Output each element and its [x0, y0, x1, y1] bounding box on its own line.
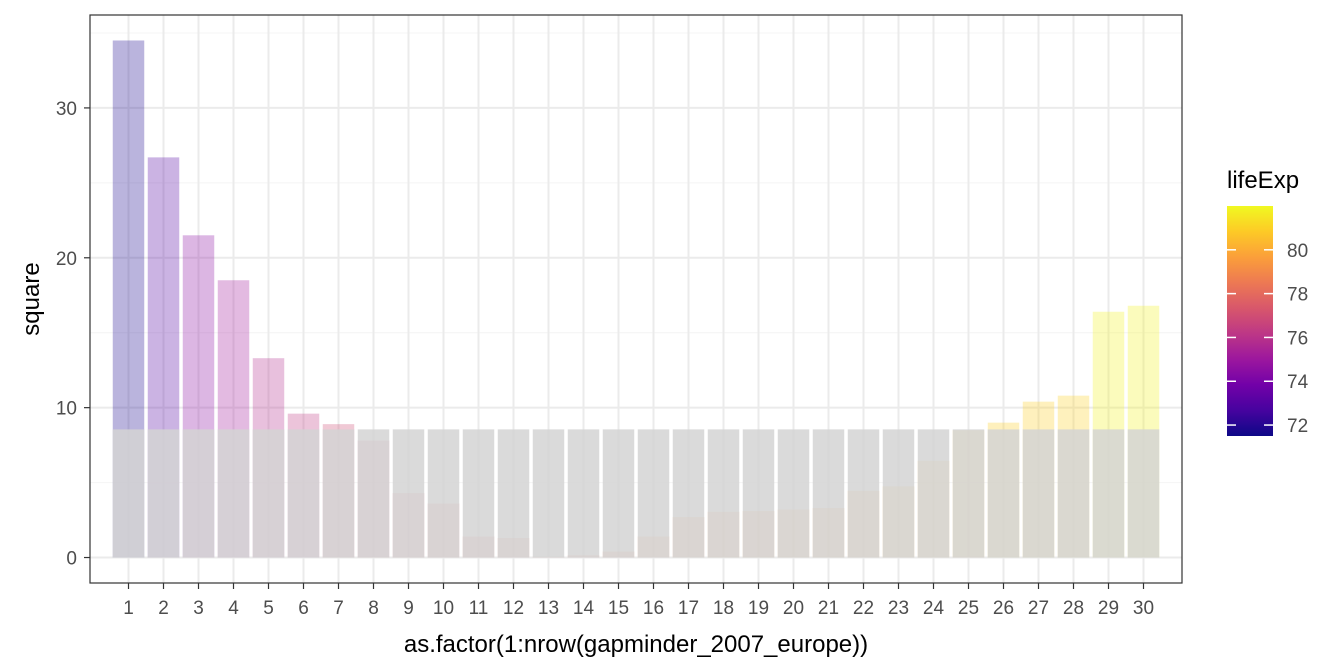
x-tick-label: 15: [608, 598, 629, 619]
legend-tick-label: 76: [1287, 328, 1308, 349]
reference-bar-11: [462, 429, 495, 558]
x-tick-label: 28: [1063, 598, 1084, 619]
x-tick-label: 20: [783, 598, 804, 619]
panel-border: [89, 14, 1183, 584]
x-tick-label: 18: [713, 598, 734, 619]
x-axis-title: as.factor(1:nrow(gapminder_2007_europe)): [404, 631, 868, 658]
reference-bar-23: [882, 429, 915, 558]
x-tick-label: 29: [1098, 598, 1119, 619]
legend-ticks: 72 74 76 78 80: [1227, 241, 1309, 437]
reference-bar-29: [1092, 429, 1125, 558]
reference-bar-6: [287, 429, 320, 558]
y-tick-label: 20: [56, 249, 77, 270]
legend-tick-label: 74: [1287, 372, 1309, 393]
x-tick-label: 7: [333, 598, 344, 619]
x-tick-label: 9: [403, 598, 414, 619]
reference-bar-20: [777, 429, 810, 558]
reference-bar-1: [112, 429, 145, 558]
reference-bar-12: [497, 429, 530, 558]
x-tick-label: 30: [1133, 598, 1154, 619]
reference-bar-9: [392, 429, 425, 558]
x-tick-label: 24: [923, 598, 945, 619]
y-tick-label: 10: [56, 399, 77, 420]
reference-bar-25: [952, 429, 985, 558]
reference-bar-21: [812, 429, 845, 558]
reference-bar-17: [672, 429, 705, 558]
reference-bar-26: [987, 429, 1020, 558]
x-axis: 1 2 3 4 5 6 7 8 9 10 11 12 13 14 15 16 17 18 19 20 21 22 23 24 2…: [123, 583, 1154, 619]
reference-bar-2: [147, 429, 180, 558]
y-axis-title: square: [18, 262, 45, 335]
reference-bar-7: [322, 429, 355, 558]
x-tick-label: 5: [263, 598, 274, 619]
reference-bar-15: [602, 429, 635, 558]
reference-bar-27: [1022, 429, 1055, 558]
x-tick-label: 6: [298, 598, 309, 619]
legend-colorbar: [1227, 206, 1273, 436]
reference-bar-10: [427, 429, 460, 558]
reference-bar-3: [182, 429, 215, 558]
x-tick-label: 10: [433, 598, 454, 619]
plot-panel: [89, 14, 1183, 584]
x-tick-label: 22: [853, 598, 874, 619]
y-axis: 0 10 20 30: [56, 99, 90, 570]
reference-bar-5: [252, 429, 285, 558]
reference-bar-30: [1127, 429, 1160, 558]
x-tick-label: 14: [573, 598, 595, 619]
reference-bar-14: [567, 429, 600, 558]
x-tick-label: 13: [538, 598, 559, 619]
x-tick-label: 3: [193, 598, 204, 619]
y-tick-label: 30: [56, 99, 77, 120]
legend: lifeExp 72 74 76 78 80: [1227, 167, 1309, 437]
x-tick-label: 25: [958, 598, 979, 619]
reference-bar-8: [357, 429, 390, 558]
x-tick-label: 19: [748, 598, 769, 619]
legend-tick-label: 80: [1287, 241, 1308, 262]
legend-tick-label: 78: [1287, 285, 1308, 306]
reference-bar-16: [637, 429, 670, 558]
x-tick-label: 26: [993, 598, 1014, 619]
legend-tick-label: 72: [1287, 416, 1308, 437]
x-tick-label: 21: [818, 598, 839, 619]
reference-bar-13: [532, 429, 565, 558]
x-tick-label: 17: [678, 598, 699, 619]
x-tick-label: 27: [1028, 598, 1049, 619]
x-tick-label: 16: [643, 598, 664, 619]
x-tick-label: 12: [503, 598, 524, 619]
x-tick-label: 2: [158, 598, 169, 619]
reference-bar-28: [1057, 429, 1090, 558]
reference-bar-19: [742, 429, 775, 558]
y-tick-label: 0: [66, 549, 77, 570]
reference-bar-22: [847, 429, 880, 558]
legend-title: lifeExp: [1227, 167, 1299, 194]
x-tick-label: 11: [469, 598, 489, 619]
reference-bar-4: [217, 429, 250, 558]
reference-bars: [112, 429, 1160, 558]
x-tick-label: 1: [123, 598, 134, 619]
x-tick-label: 8: [368, 598, 379, 619]
reference-bar-24: [917, 429, 950, 558]
reference-bar-18: [707, 429, 740, 558]
x-tick-label: 4: [228, 598, 239, 619]
x-tick-label: 23: [888, 598, 909, 619]
